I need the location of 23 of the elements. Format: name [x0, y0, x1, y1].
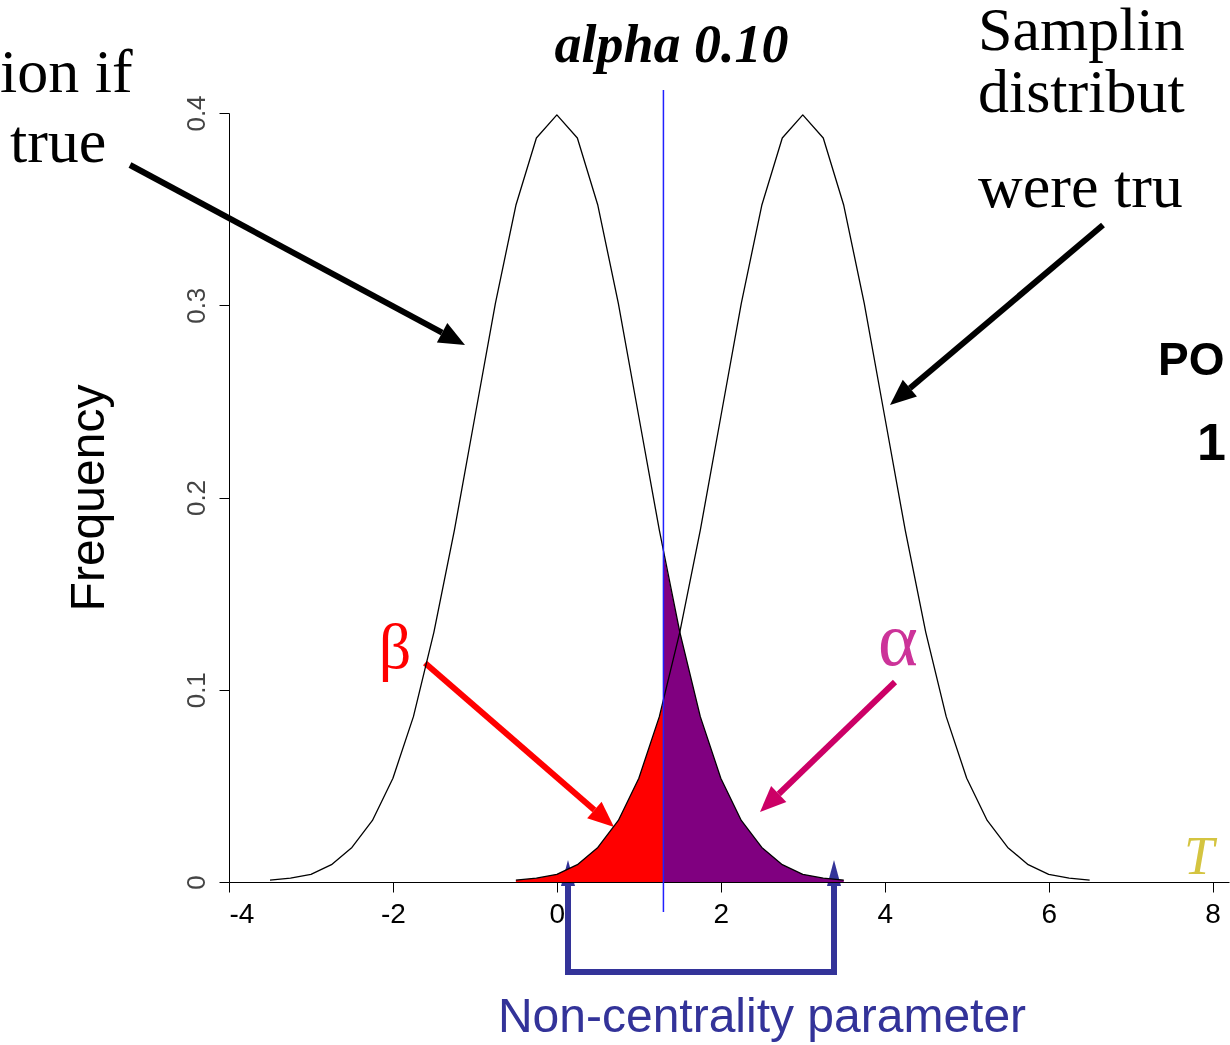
text: ion if [0, 37, 133, 105]
y-tick-label: 0.4 [180, 95, 211, 132]
annotation: β [378, 611, 412, 682]
x-tick-label: -2 [380, 897, 406, 929]
text: true [10, 107, 107, 175]
x-tick-label: 8 [1205, 897, 1221, 929]
annotation: 1 [1197, 413, 1226, 471]
y-axis-title: Frequency [60, 384, 114, 612]
y-tick-label: 0.2 [180, 479, 211, 517]
annotation: T [1184, 826, 1218, 886]
x-tick-label: 6 [1041, 897, 1057, 929]
annotation: α [878, 597, 918, 681]
x-tick-label: 0 [549, 897, 566, 929]
x-tick-label: 4 [877, 897, 894, 929]
y-tick-label: 0.1 [180, 672, 211, 709]
annotation: were tru [978, 152, 1183, 220]
y-tick-label: 0.3 [180, 287, 211, 324]
x-tick-label: 2 [713, 897, 730, 929]
x-tick-label: -4 [229, 897, 255, 929]
y-tick-label: 0 [180, 875, 211, 890]
text: Non-centrality parameter [497, 989, 1027, 1042]
annotation: PO [1158, 333, 1225, 385]
ref-line-label: alpha 0.10 [554, 14, 789, 74]
